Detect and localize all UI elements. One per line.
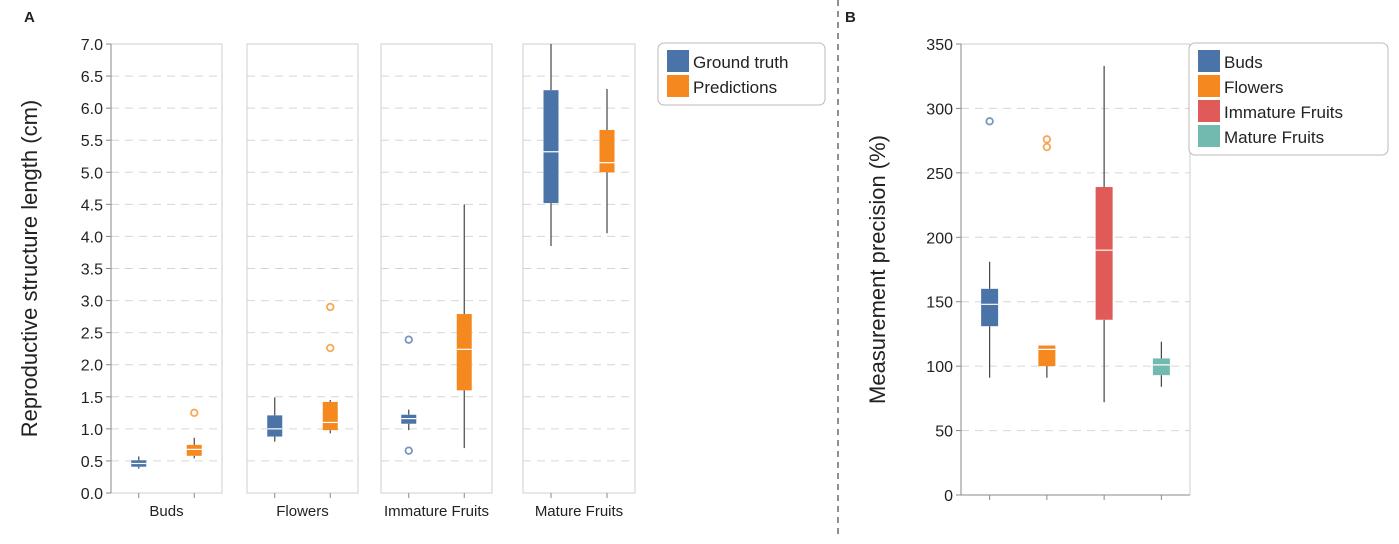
panel-a-letter: A [24,9,35,26]
panel-b-legend: Buds Flowers Immature Fruits Mature Fruits [1188,42,1389,156]
legend-b-swatch-flowers [1198,75,1220,97]
panel-b-ytick-label: 250 [926,166,953,183]
box-precision-immature-fruits [1095,65,1113,403]
box-ground-truth-immature-fruits-iqr-box [401,414,417,424]
box-precision-mature-fruits [1152,341,1170,387]
legend-b-swatch-immature-fruits [1198,100,1220,122]
box-ground-truth-mature-fruits-iqr-box [543,90,559,204]
box-precision-buds [981,117,999,378]
box-precision-flowers-outlier-1 [1042,142,1052,152]
panel-a-ytick-label: 2.5 [81,326,103,343]
panel-a-ytick-label: 5.5 [81,133,103,150]
box-predictions-flowers-iqr-box [322,401,338,431]
facet-label-flowers: Flowers [276,503,329,520]
panel-a-y-axis-title: Reproductive structure length (cm) [17,100,42,437]
box-ground-truth-immature-fruits-outlier-0 [404,335,413,344]
box-predictions-flowers [322,302,338,434]
box-predictions-buds-iqr-box [186,444,202,456]
facet-label-buds: Buds [149,503,183,520]
box-ground-truth-flowers-iqr-box [267,415,283,437]
box-predictions-buds-outlier-0 [190,408,199,418]
panel-b-ytick-label: 50 [935,424,953,441]
box-predictions-mature-fruits [599,88,615,234]
legend-b-swatch-mature-fruits [1198,125,1220,147]
box-precision-buds-iqr-box [981,288,999,327]
facet-frame-flowers [246,43,359,494]
box-ground-truth-immature-fruits [401,335,417,455]
box-precision-buds-outlier-0 [985,117,994,126]
panel-b-ytick-label: 100 [926,359,953,376]
facet-frame-immature-fruits [380,43,493,494]
legend-b-swatch-buds [1198,50,1220,72]
panel-a-ytick-label: 4.5 [81,197,103,214]
legend-b-label-buds: Buds [1224,53,1263,72]
panel-a-legend: Ground truth Predictions [657,42,826,106]
panel-b: B 0 50 100 150 200 250 300 350 Measurement prec… [845,9,1389,505]
box-predictions-immature-fruits-iqr-box [456,314,472,391]
panel-a-ytick-label: 6.5 [81,69,103,86]
panel-a: A 0.0 0.5 1.0 1.5 2.0 2.5 3.0 3.5 4.0 4.5 5.0 5.5 6.… [17,9,826,520]
box-predictions-flowers-outlier-1 [326,343,335,353]
legend-a-label-ground-truth: Ground truth [693,53,788,72]
panel-a-ytick-label: 1.0 [81,422,103,439]
panel-a-ytick-label: 4.0 [81,229,103,246]
panel-b-ytick-label: 300 [926,101,953,118]
legend-b-label-mature-fruits: Mature Fruits [1224,128,1324,147]
box-precision-flowers-outlier-0 [1042,135,1052,144]
box-ground-truth-buds [131,456,147,469]
legend-a-swatch-predictions [667,75,689,97]
legend-b-label-flowers: Flowers [1224,78,1284,97]
panel-a-ytick-label: 0.5 [81,454,103,471]
box-precision-immature-fruits-iqr-box [1095,187,1113,320]
box-predictions-buds [186,408,202,459]
box-precision-flowers [1038,135,1056,378]
panel-a-ytick-label: 6.0 [81,101,103,118]
panel-a-ytick-label: 3.0 [81,294,103,311]
panel-b-ytick-label: 200 [926,230,953,247]
panel-b-y-axis-title: Measurement precision (%) [865,135,890,404]
box-ground-truth-flowers [267,397,283,442]
panel-b-ytick-label: 0 [944,488,953,505]
legend-a-frame [657,42,826,106]
panel-a-ytick-label: 2.0 [81,358,103,375]
panel-a-ytick-label: 0.0 [81,486,103,503]
legend-a-swatch-ground-truth [667,50,689,72]
panel-a-ytick-label: 7.0 [81,37,103,54]
box-precision-flowers-iqr-box [1038,345,1056,367]
facet-label-immature-fruits: Immature Fruits [384,503,489,520]
legend-b-frame [1188,42,1389,156]
facet-label-mature-fruits: Mature Fruits [535,503,623,520]
panel-a-ytick-label: 3.5 [81,262,103,279]
box-ground-truth-mature-fruits [543,44,559,247]
facet-frame-mature-fruits [522,43,636,494]
box-predictions-mature-fruits-iqr-box [599,129,615,173]
panel-a-ytick-label: 5.0 [81,165,103,182]
legend-a-label-predictions: Predictions [693,78,777,97]
panel-b-letter: B [845,9,856,26]
box-predictions-immature-fruits [456,204,472,449]
panel-a-ytick-label: 1.5 [81,390,103,407]
box-predictions-flowers-outlier-0 [326,302,335,312]
legend-b-label-immature-fruits: Immature Fruits [1224,103,1343,122]
box-ground-truth-immature-fruits-outlier-1 [404,446,413,455]
panel-b-ytick-label: 350 [926,37,953,54]
box-precision-mature-fruits-iqr-box [1152,358,1170,376]
panel-b-ytick-label: 150 [926,295,953,312]
